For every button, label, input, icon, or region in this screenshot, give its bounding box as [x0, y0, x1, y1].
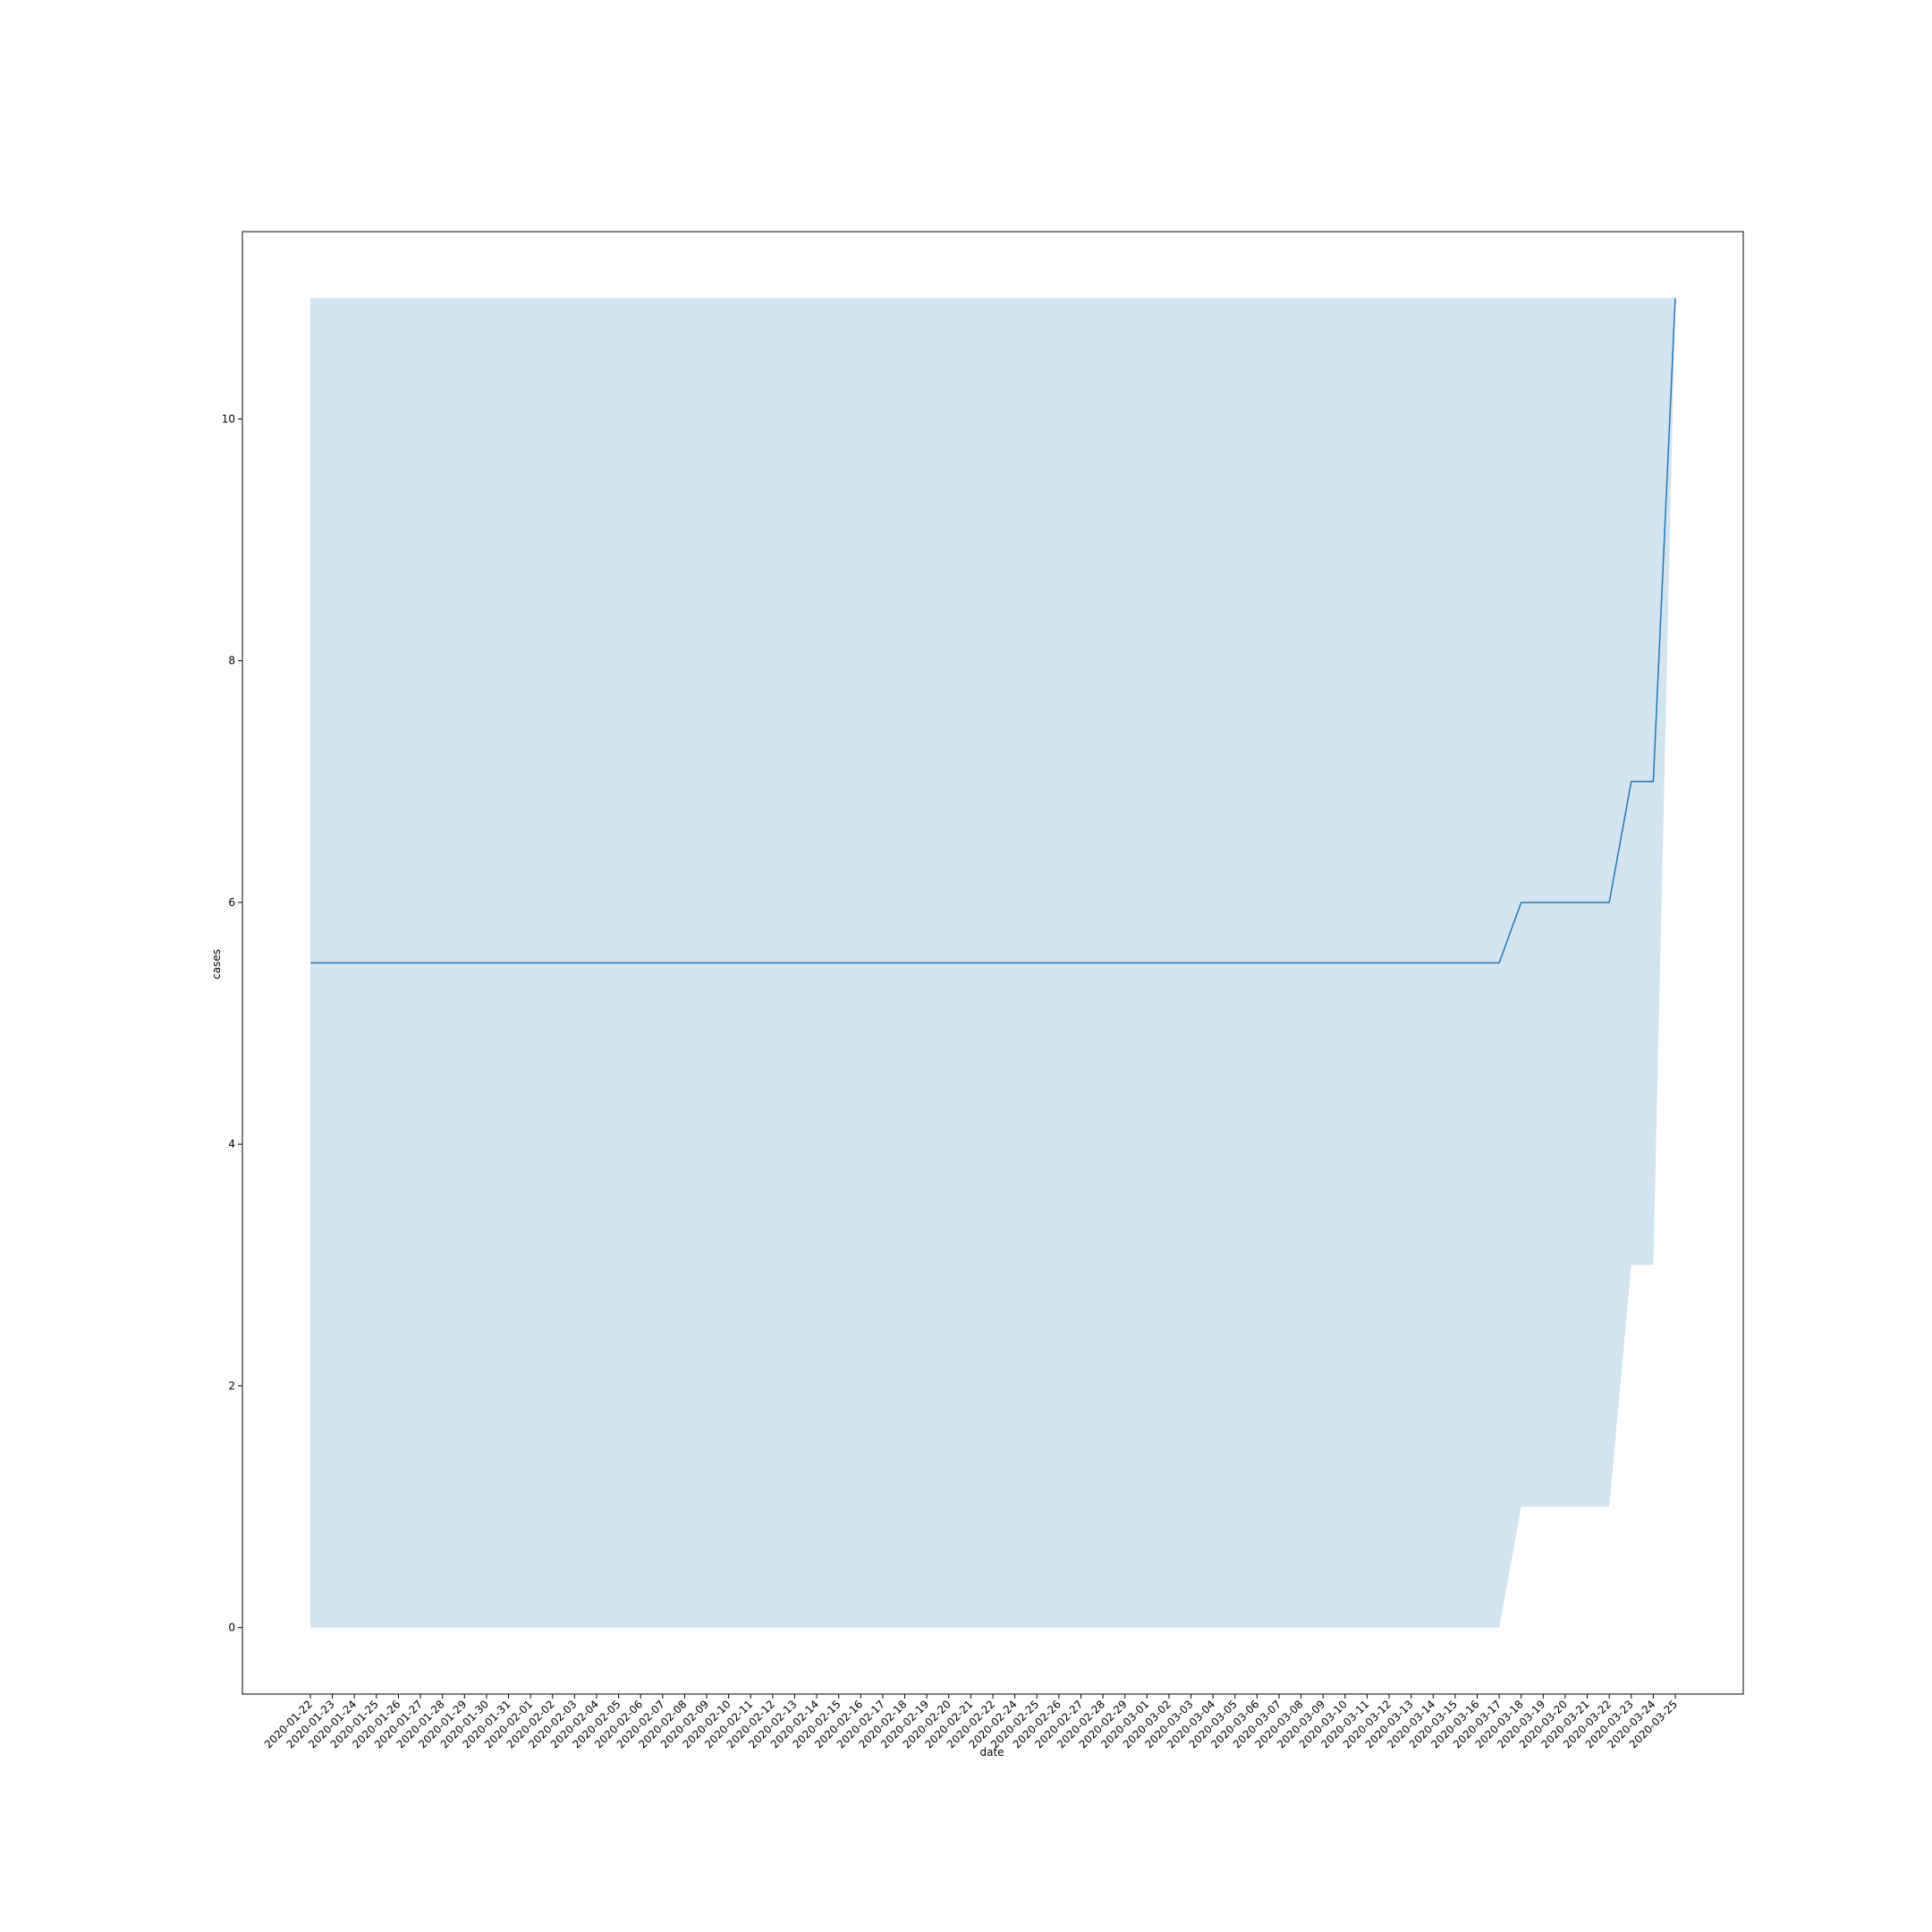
y-tick-label: 6 — [228, 896, 235, 909]
x-axis-ticks: 2020-01-222020-01-232020-01-242020-01-25… — [262, 1694, 1680, 1750]
y-tick-label: 0 — [228, 1622, 235, 1634]
y-tick-label: 2 — [228, 1379, 235, 1392]
x-axis-label: date — [979, 1746, 1004, 1758]
y-tick-label: 10 — [222, 412, 235, 425]
y-tick-label: 8 — [228, 655, 235, 667]
series-line — [310, 298, 1676, 964]
plot-area — [310, 298, 1676, 1628]
y-axis-label: cases — [210, 949, 223, 979]
y-tick-label: 4 — [228, 1138, 235, 1150]
y-axis-ticks: 0 2 4 6 8 10 — [222, 412, 242, 1634]
